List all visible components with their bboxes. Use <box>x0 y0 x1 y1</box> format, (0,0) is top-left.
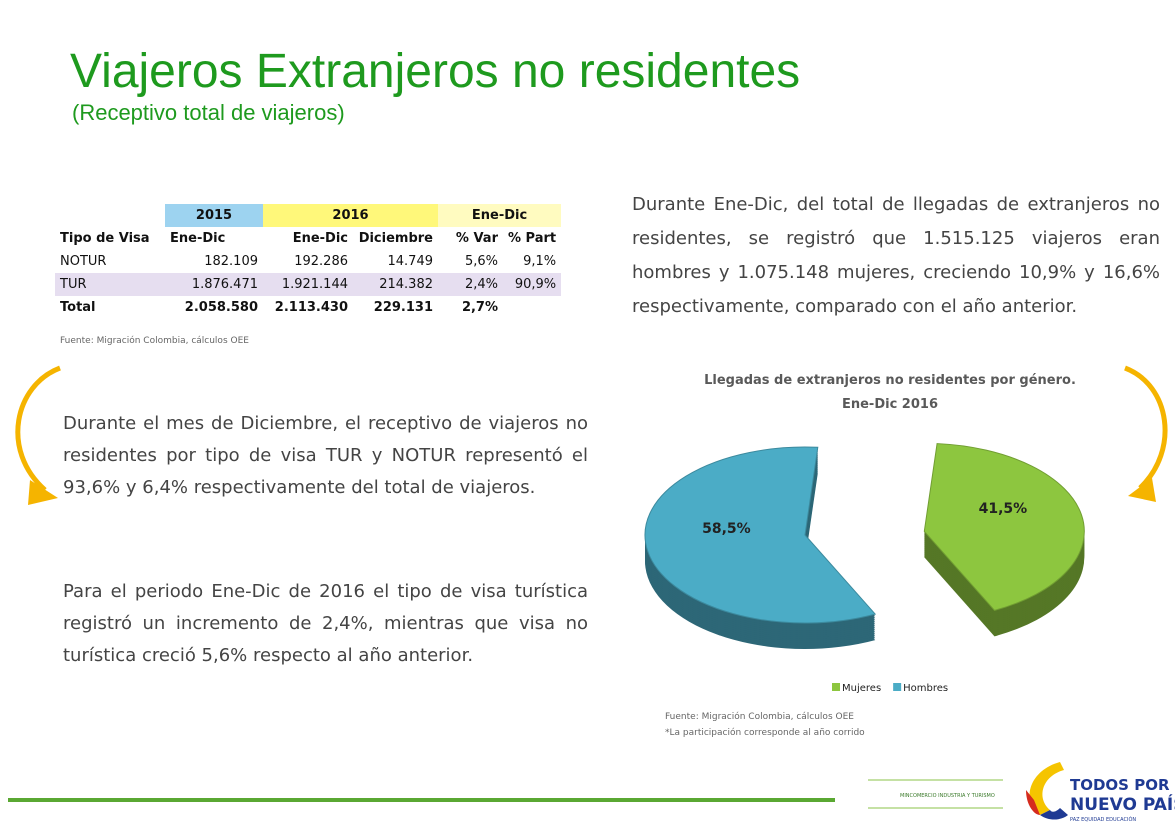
cell: 1.921.144 <box>281 277 348 292</box>
cell: 229.131 <box>373 300 433 315</box>
data-label: 58,5% <box>702 521 751 537</box>
right-paragraph: Durante Ene-Dic, del total de llegadas d… <box>632 194 1160 317</box>
legend-label: Hombres <box>903 683 948 694</box>
tagline: PAZ EQUIDAD EDUCACIÓN <box>1070 816 1136 823</box>
data-label: 41,5% <box>979 501 1028 517</box>
chart-title: Llegadas de extranjeros no residentes po… <box>704 373 1076 388</box>
cell: 9,1% <box>523 254 557 269</box>
cell: 14.749 <box>387 254 434 269</box>
legend-swatch <box>893 683 902 691</box>
left-paragraph: Durante el mes de Diciembre, el receptiv… <box>63 413 588 498</box>
group-header: Ene-Dic <box>438 204 562 227</box>
cell: 2,7% <box>461 300 498 315</box>
group-header: 2016 <box>263 204 438 227</box>
legend-swatch <box>832 683 840 691</box>
arrow-right <box>1124 365 1168 490</box>
cell: 2.113.430 <box>274 300 348 315</box>
flag-logo <box>1029 762 1064 815</box>
cell: 2.058.580 <box>184 300 258 315</box>
header-cell: Tipo de Visa <box>60 231 150 246</box>
header-cell: % Var <box>455 231 498 246</box>
brand-line: NUEVO PAÍS <box>1070 793 1175 815</box>
header-cell: Ene-Dic <box>170 231 226 246</box>
arrow-head <box>28 480 58 505</box>
pie-slice <box>923 443 1085 611</box>
group-header: 2015 <box>165 204 263 227</box>
legend-label: Mujeres <box>842 683 881 694</box>
table-source: Fuente: Migración Colombia, cálculos OEE <box>60 336 249 346</box>
flag-logo <box>1040 808 1068 820</box>
chart-subtitle: Ene-Dic 2016 <box>842 397 938 412</box>
cell: 2,4% <box>464 277 498 292</box>
legend: Mujeres Hombres <box>832 683 948 694</box>
chart-note: Fuente: Migración Colombia, cálculos OEE <box>665 711 854 722</box>
cell: 5,6% <box>464 254 498 269</box>
cell: 1.876.471 <box>191 277 258 292</box>
cell: 214.382 <box>379 277 433 292</box>
slide-title: Viajeros Extranjeros no residentes <box>70 45 801 98</box>
slide-subtitle: (Receptivo total de viajeros) <box>72 100 345 125</box>
flag-logo <box>1026 790 1040 815</box>
pie-slice <box>644 446 877 624</box>
cell: TUR <box>60 277 87 292</box>
visa-table: 2015 2016 Ene-Dic Tipo de Visa Ene-Dic E… <box>55 204 562 319</box>
brand-line: TODOS POR UN <box>1070 776 1175 794</box>
left-paragraph: Para el periodo Ene-Dic de 2016 el tipo … <box>63 581 588 666</box>
cell: 182.109 <box>204 254 258 269</box>
cell: Total <box>60 300 96 315</box>
ministry-logo: MINCOMERCIO INDUSTRIA Y TURISMO <box>900 793 995 799</box>
header-cell: % Part <box>508 231 557 246</box>
cell: 192.286 <box>294 254 348 269</box>
header-cell: Ene-Dic <box>292 231 348 246</box>
arrow-head <box>1128 478 1156 502</box>
arrow-left <box>15 365 61 492</box>
header-cell: Diciembre <box>358 231 433 246</box>
cell: 90,9% <box>514 277 557 292</box>
cell: NOTUR <box>60 254 107 269</box>
chart-note: *La participación corresponde al año cor… <box>665 727 865 738</box>
pie: 41,5% 58,5% <box>644 443 1085 650</box>
